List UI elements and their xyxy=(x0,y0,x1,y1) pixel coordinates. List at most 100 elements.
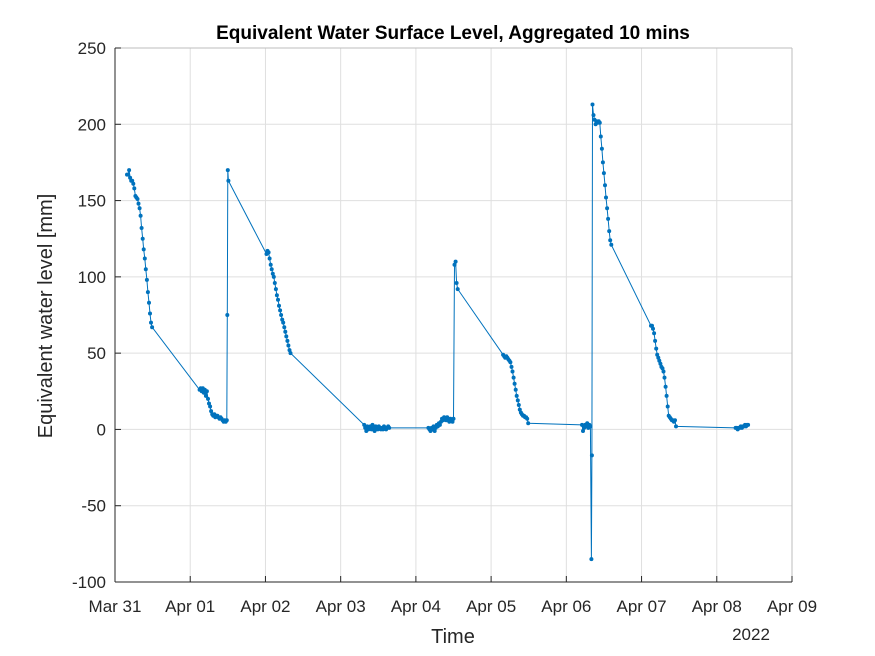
x-tick-label: Mar 31 xyxy=(89,597,142,616)
data-point xyxy=(135,197,140,201)
y-tick-label: 50 xyxy=(87,344,106,363)
data-point xyxy=(516,403,521,407)
data-point xyxy=(526,421,531,426)
data-point xyxy=(207,401,211,406)
data-point xyxy=(515,398,520,403)
data-point xyxy=(454,281,459,285)
data-point xyxy=(450,419,455,424)
data-point xyxy=(661,369,666,374)
data-point xyxy=(142,256,147,261)
y-tick-label: -50 xyxy=(81,497,106,516)
data-point xyxy=(511,375,516,380)
data-point xyxy=(509,364,514,369)
data-point xyxy=(607,229,612,234)
data-point xyxy=(660,366,665,371)
data-point xyxy=(387,425,392,430)
plot-area xyxy=(115,48,792,582)
data-point xyxy=(271,274,276,279)
x-axis: Mar 31 Apr 01 Apr 02 Apr 03 Apr 04 Apr 05 Apr … xyxy=(89,576,817,616)
data-point xyxy=(266,250,271,255)
data-point xyxy=(273,287,278,292)
data-point xyxy=(149,320,153,325)
data-point xyxy=(656,355,661,360)
data-point xyxy=(225,168,230,173)
data-point xyxy=(591,113,596,118)
x-tick-label: Apr 03 xyxy=(316,597,366,616)
data-point xyxy=(277,303,281,308)
data-point xyxy=(284,334,289,339)
data-point xyxy=(208,404,213,409)
y-tick-label: 250 xyxy=(78,39,106,58)
data-point xyxy=(601,171,606,176)
data-point xyxy=(525,416,530,421)
y-axis-label: Equivalent water level [mm] xyxy=(35,194,57,439)
data-point xyxy=(609,242,614,247)
axes-frame xyxy=(114,47,793,583)
data-point xyxy=(455,287,460,292)
data-point xyxy=(606,216,611,221)
data-point xyxy=(655,352,660,357)
data-point xyxy=(283,329,288,334)
x-tick-label: Apr 04 xyxy=(391,597,441,616)
data-point xyxy=(652,331,657,336)
data-point xyxy=(432,429,437,433)
y-tick-label: 100 xyxy=(78,268,106,287)
y-tick-label: -100 xyxy=(72,573,106,592)
x-axis-year-label: 2022 xyxy=(732,625,770,644)
data-point xyxy=(137,206,142,211)
y-tick-label: 0 xyxy=(97,420,106,439)
y-tick-label: 150 xyxy=(78,192,106,211)
y-axis: -100 -50 0 50 100 150 200 250 xyxy=(72,39,121,592)
data-point xyxy=(225,313,230,317)
data-point xyxy=(272,281,277,285)
data-point xyxy=(138,213,143,218)
data-point xyxy=(580,422,584,427)
data-point xyxy=(512,381,517,386)
data-point xyxy=(270,271,275,276)
data-point xyxy=(588,424,593,429)
data-point xyxy=(651,326,655,331)
data-point xyxy=(132,186,137,191)
data-point xyxy=(657,358,662,363)
data-point xyxy=(581,429,585,433)
data-point xyxy=(268,262,273,267)
data-point xyxy=(206,396,210,401)
data-point xyxy=(514,393,519,398)
data-point xyxy=(145,290,150,295)
data-point xyxy=(603,183,607,188)
data-point xyxy=(130,178,135,183)
data-point xyxy=(604,195,608,200)
data-point xyxy=(662,375,667,380)
x-tick-label: Apr 09 xyxy=(767,597,817,616)
data-point xyxy=(654,346,659,351)
data-point xyxy=(673,418,677,423)
data-point xyxy=(279,313,284,317)
x-tick-label: Apr 06 xyxy=(541,597,591,616)
data-point xyxy=(600,160,605,165)
data-point xyxy=(203,393,208,398)
data-point xyxy=(590,102,595,107)
data-point xyxy=(653,338,658,343)
data-point xyxy=(269,267,274,272)
data-point xyxy=(267,256,272,261)
data-point xyxy=(589,453,594,458)
data-point xyxy=(453,259,458,264)
data-point xyxy=(598,134,603,139)
data-point xyxy=(274,293,279,298)
data-point xyxy=(128,175,133,180)
data-point xyxy=(372,429,377,433)
data-point xyxy=(437,422,442,427)
data-point xyxy=(665,404,670,409)
x-tick-label: Apr 05 xyxy=(466,597,516,616)
data-point xyxy=(510,369,515,374)
data-point xyxy=(141,247,146,252)
x-tick-label: Apr 08 xyxy=(692,597,742,616)
data-point xyxy=(589,557,594,562)
data-point xyxy=(136,201,141,206)
data-point xyxy=(452,262,457,267)
data-point xyxy=(599,146,604,151)
data-point xyxy=(658,361,663,366)
data-point xyxy=(209,409,214,414)
data-point xyxy=(282,325,287,330)
